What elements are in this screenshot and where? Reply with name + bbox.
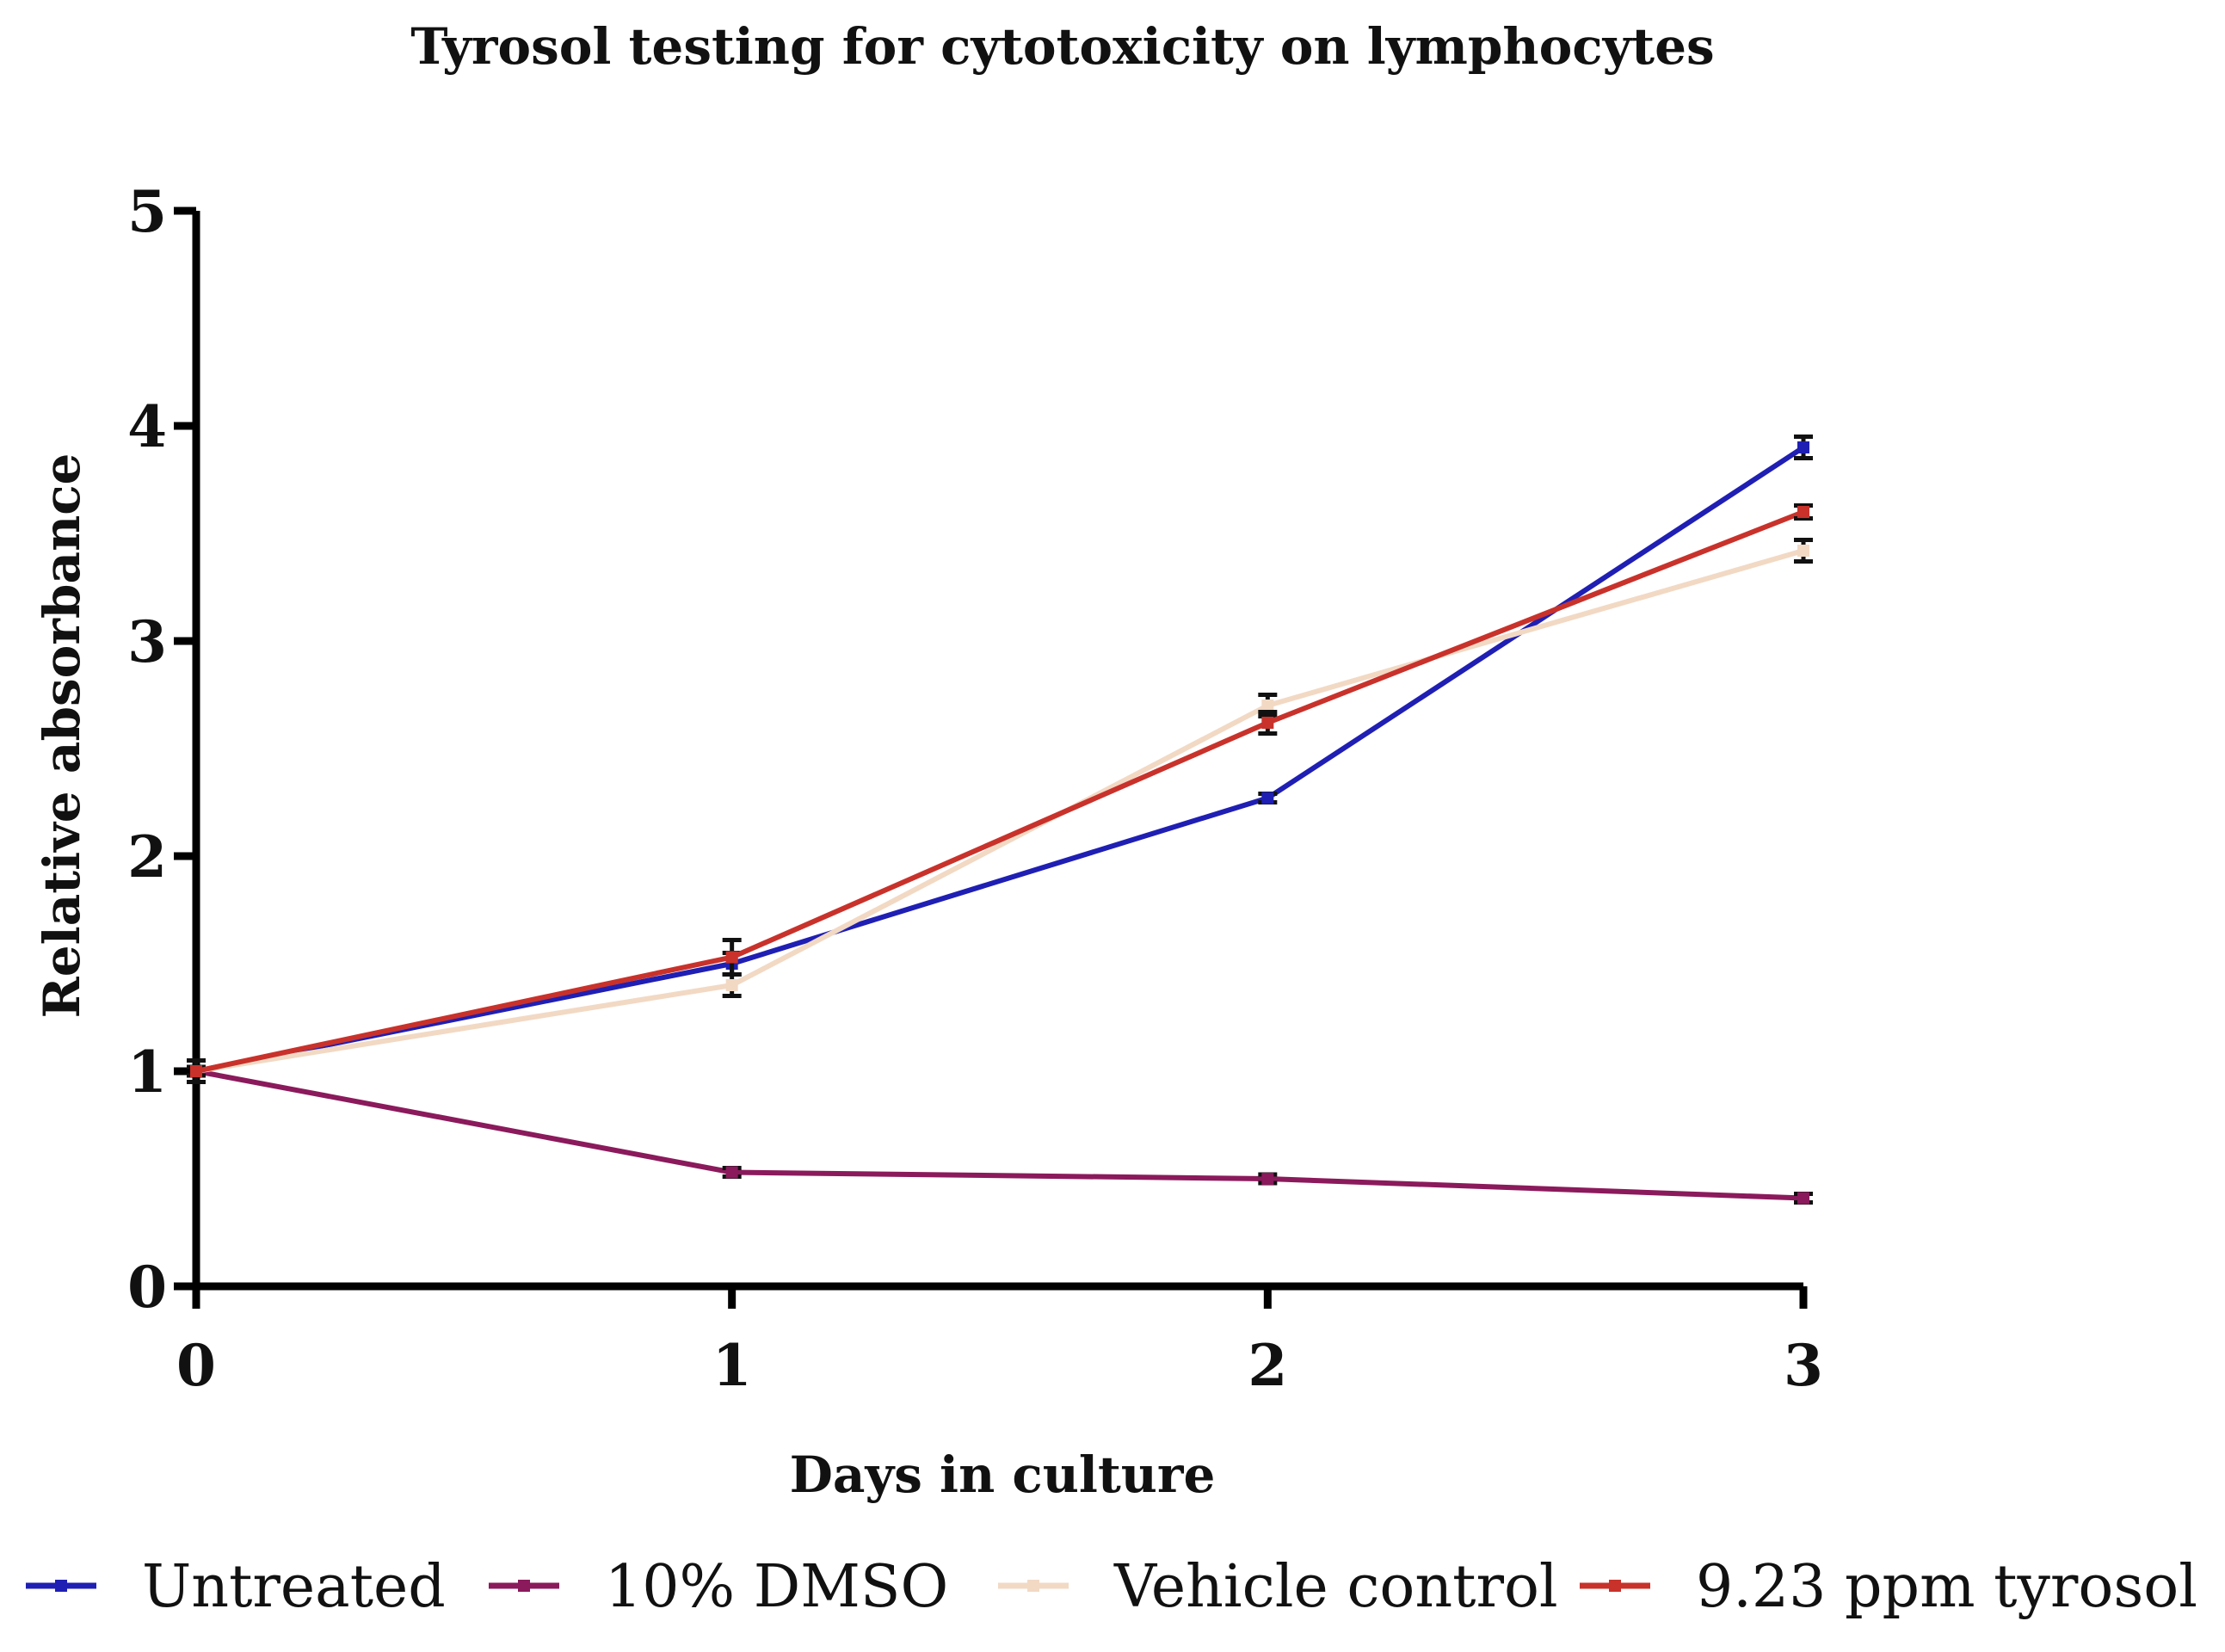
y-axis-label: Relative absorbance [33, 453, 91, 1019]
axes [192, 211, 1803, 1291]
series-line [195, 509, 1805, 1074]
x-axis-label: Days in culture [790, 1446, 1216, 1504]
data-point [1797, 506, 1809, 518]
legend-item: Untreated [26, 1553, 446, 1621]
data-point [1261, 717, 1274, 729]
data-point [1261, 792, 1274, 804]
x-tick-label: 2 [1248, 1332, 1287, 1399]
y-tick-label: 5 [127, 178, 167, 245]
legend-label: 9.23 ppm tyrosol [1696, 1553, 2197, 1621]
data-point [1261, 700, 1274, 712]
series-10-dmso [187, 1064, 1813, 1205]
data-point [1261, 1173, 1274, 1185]
series-line [195, 548, 1804, 1074]
x-tick-label: 3 [1784, 1332, 1823, 1399]
legend: Untreated 10% DMSO Vehicle control 9.23 ppm… [26, 1553, 2197, 1621]
data-point [725, 1166, 738, 1179]
y-tick-label: 2 [127, 823, 167, 891]
series-line [195, 445, 1805, 1074]
legend-marker [1609, 1580, 1621, 1592]
data-point [1797, 441, 1809, 453]
data-point [725, 951, 738, 964]
data-point [1797, 1192, 1809, 1205]
y-tick-label: 3 [127, 608, 167, 675]
y-ticks: 0 1 2 3 4 5 [127, 178, 196, 1321]
data-point [1797, 545, 1809, 557]
series-layer [187, 435, 1813, 1205]
y-tick-label: 1 [127, 1039, 167, 1106]
legend-label: Untreated [142, 1553, 446, 1621]
y-tick-label: 0 [127, 1254, 167, 1321]
legend-item: 10% DMSO [489, 1553, 948, 1621]
legend-marker [1027, 1580, 1039, 1592]
legend-marker [55, 1580, 67, 1592]
x-tick-label: 0 [176, 1332, 216, 1399]
data-point [725, 979, 738, 991]
series-9-23-ppm-tyrosol [187, 503, 1813, 1084]
data-point [190, 1065, 202, 1077]
chart-title: Tyrosol testing for cytotoxicity on lymp… [410, 17, 1714, 76]
series-untreated [187, 435, 1813, 1084]
legend-item: Vehicle control [998, 1553, 1558, 1621]
x-tick-label: 1 [712, 1332, 752, 1399]
legend-item: 9.23 ppm tyrosol [1580, 1553, 2197, 1621]
legend-marker [518, 1580, 530, 1592]
legend-label: 10% DMSO [605, 1553, 948, 1621]
y-tick-label: 4 [127, 393, 167, 460]
series-vehicle-control [187, 538, 1813, 1084]
x-ticks: 0 1 2 3 [176, 1286, 1823, 1399]
series-line [195, 1069, 1804, 1201]
legend-label: Vehicle control [1113, 1553, 1558, 1621]
